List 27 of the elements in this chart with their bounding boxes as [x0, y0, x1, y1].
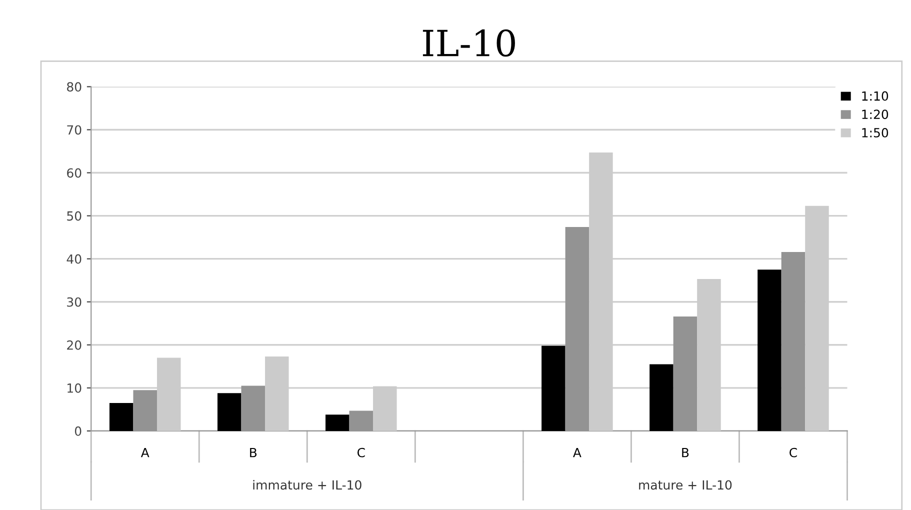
y-tick-label: 0: [74, 426, 82, 436]
x-tick-label: C: [357, 448, 365, 458]
x-tick-label: B: [250, 448, 257, 458]
bar: [542, 346, 566, 431]
bar: [326, 414, 350, 431]
text: mature + IL-10: [639, 480, 732, 490]
legend-label: 1:20: [862, 110, 888, 120]
bar: [650, 364, 674, 431]
chart-title: IL-10: [422, 29, 515, 57]
y-tick-label: 60: [67, 168, 82, 178]
y-tick-label: 10: [68, 383, 82, 393]
bar: [217, 393, 242, 431]
y-tick-label: 40: [66, 254, 82, 264]
text: immature + IL-10: [253, 480, 362, 490]
x-tick-label: B: [682, 448, 689, 458]
y-tick-label: 80: [67, 82, 82, 92]
legend-label: 1:50: [862, 128, 888, 138]
bar: [109, 402, 134, 431]
bar: [758, 270, 782, 431]
legend-label: 1:10: [862, 91, 888, 101]
x-tick-label: C: [790, 448, 797, 458]
x-tick-label: A: [573, 448, 582, 458]
y-tick-label: 20: [67, 340, 82, 350]
y-tick-label: 50: [67, 211, 82, 221]
y-tick-label: 70: [67, 125, 82, 135]
x-tick-label: A: [140, 448, 150, 458]
y-tick-label: 30: [67, 297, 82, 307]
